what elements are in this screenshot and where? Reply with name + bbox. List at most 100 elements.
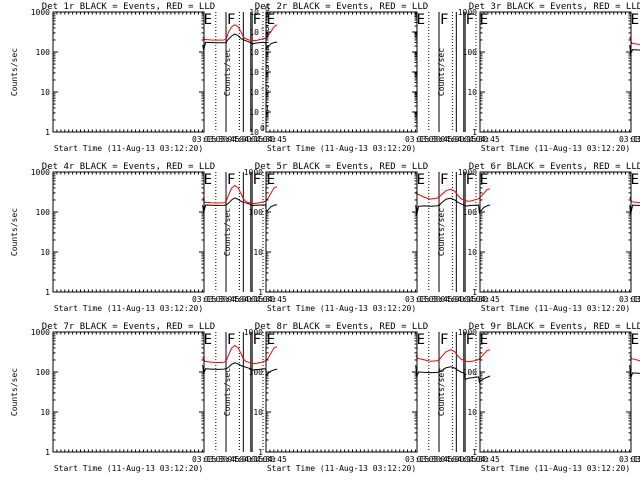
marker-label-e: E	[631, 172, 639, 188]
y-tick-label: 10	[40, 88, 50, 97]
x-axis-label: Start Time (11-Aug-13 03:12:20)	[54, 144, 203, 153]
panel-title: Det 5r BLACK = Events, RED = LLD	[255, 162, 428, 172]
x-tick-label: 04:00	[440, 455, 464, 464]
x-axis-label: Start Time (11-Aug-13 03:12:20)	[481, 464, 630, 473]
marker-label-e: E	[480, 332, 488, 348]
plot-frame	[479, 11, 632, 133]
x-tick-label: 04:45	[263, 455, 287, 464]
x-tick-label: 03:15	[405, 455, 429, 464]
y-tick-exponent: -5	[260, 24, 270, 33]
plot-frame	[52, 171, 205, 293]
y-tick-label: 1000	[458, 328, 477, 337]
x-tick-label: 04:15	[452, 295, 476, 304]
plot-frame	[52, 11, 205, 133]
y-tick-label: 10	[467, 408, 477, 417]
marker-label-e: E	[204, 12, 212, 28]
x-tick-label: 03:45	[429, 455, 453, 464]
x-tick-label: 03:15	[405, 135, 429, 144]
marker-label-e: E	[267, 12, 275, 28]
panel-title: Det 3r BLACK = Events, RED = LLD	[469, 2, 640, 12]
x-tick-label: 04:15	[452, 135, 476, 144]
y-tick-label: 10	[467, 248, 477, 257]
y-tick-label: 10	[40, 248, 50, 257]
y-tick-label: 10	[249, 88, 259, 97]
x-tick-label: 04:45	[476, 295, 500, 304]
x-tick-label: 03:30	[204, 135, 228, 144]
y-axis-label: Counts/sec	[10, 208, 19, 256]
y-tick-label: 10	[249, 108, 259, 117]
y-tick-label: 100	[36, 48, 51, 57]
y-axis-label: Counts/sec	[437, 368, 446, 416]
marker-label-f: F	[440, 172, 448, 188]
x-tick-label: 03:45	[216, 455, 240, 464]
x-tick-label: 04:30	[464, 295, 488, 304]
x-tick-label: 03:15	[619, 135, 640, 144]
marker-label-e: E	[267, 172, 275, 188]
y-axis-label: Counts/sec	[223, 368, 232, 416]
marker-label-e: E	[480, 12, 488, 28]
marker-label-f: F	[466, 332, 474, 348]
marker-label-f: F	[253, 332, 261, 348]
y-tick-label: 10	[249, 128, 259, 137]
y-tick-label: 1	[45, 448, 50, 457]
plot-frame	[265, 331, 418, 453]
x-tick-label: 04:30	[464, 455, 488, 464]
y-tick-label: 10	[249, 48, 259, 57]
y-tick-label: 1	[258, 288, 263, 297]
x-tick-label: 03:30	[631, 295, 640, 304]
y-tick-label: 10	[253, 408, 263, 417]
plot-frame	[265, 11, 418, 133]
y-tick-label: 1000	[244, 328, 263, 337]
y-tick-label: 100	[463, 208, 478, 217]
marker-label-f: F	[253, 12, 261, 28]
y-tick-label: 100	[463, 368, 478, 377]
panel-title: Det 4r BLACK = Events, RED = LLD	[42, 162, 215, 172]
panel-title: Det 6r BLACK = Events, RED = LLD	[469, 162, 640, 172]
marker-label-f: F	[253, 172, 261, 188]
y-tick-exponent: -1	[260, 104, 270, 113]
x-tick-label: 04:00	[227, 135, 251, 144]
marker-label-f: F	[466, 172, 474, 188]
y-tick-label: 1000	[458, 168, 477, 177]
x-tick-label: 04:00	[440, 295, 464, 304]
x-axis-label: Start Time (11-Aug-13 03:12:20)	[481, 304, 630, 313]
y-tick-label: 1	[472, 448, 477, 457]
panel-title: Det 1r BLACK = Events, RED = LLD	[42, 2, 215, 12]
y-tick-label: 10	[249, 68, 259, 77]
y-axis-label: Counts/sec	[437, 208, 446, 256]
marker-label-e: E	[631, 12, 639, 28]
y-tick-label: 10	[249, 8, 259, 17]
y-axis-label: Counts/sec	[10, 48, 19, 96]
x-tick-label: 03:15	[619, 295, 640, 304]
x-tick-label: 04:30	[251, 135, 275, 144]
x-tick-label: 03:30	[204, 455, 228, 464]
y-tick-label: 1000	[244, 168, 263, 177]
y-axis-label: Counts/sec	[223, 208, 232, 256]
plot-frame	[52, 331, 205, 453]
marker-label-f: F	[440, 332, 448, 348]
x-tick-label: 04:15	[239, 455, 263, 464]
marker-label-f: F	[440, 12, 448, 28]
y-tick-exponent: -2	[260, 84, 270, 93]
x-tick-label: 04:15	[452, 455, 476, 464]
x-axis-label: Start Time (11-Aug-13 03:12:20)	[54, 464, 203, 473]
y-tick-exponent: -4	[260, 44, 270, 53]
y-tick-label: 10	[40, 408, 50, 417]
y-tick-label: 1	[472, 128, 477, 137]
y-tick-label: 100	[249, 208, 264, 217]
x-axis-label: Start Time (11-Aug-13 03:12:20)	[267, 304, 416, 313]
marker-label-e: E	[204, 332, 212, 348]
x-tick-label: 03:45	[429, 135, 453, 144]
x-tick-label: 03:45	[216, 295, 240, 304]
x-tick-label: 04:30	[251, 455, 275, 464]
y-tick-exponent: 0	[260, 124, 265, 133]
x-tick-label: 04:15	[239, 135, 263, 144]
x-tick-label: 03:45	[429, 295, 453, 304]
marker-label-e: E	[417, 12, 425, 28]
y-axis-label: Counts/sec	[223, 48, 232, 96]
x-tick-label: 03:30	[631, 135, 640, 144]
x-axis-label: Start Time (11-Aug-13 03:12:20)	[267, 464, 416, 473]
x-tick-label: 04:45	[263, 135, 287, 144]
